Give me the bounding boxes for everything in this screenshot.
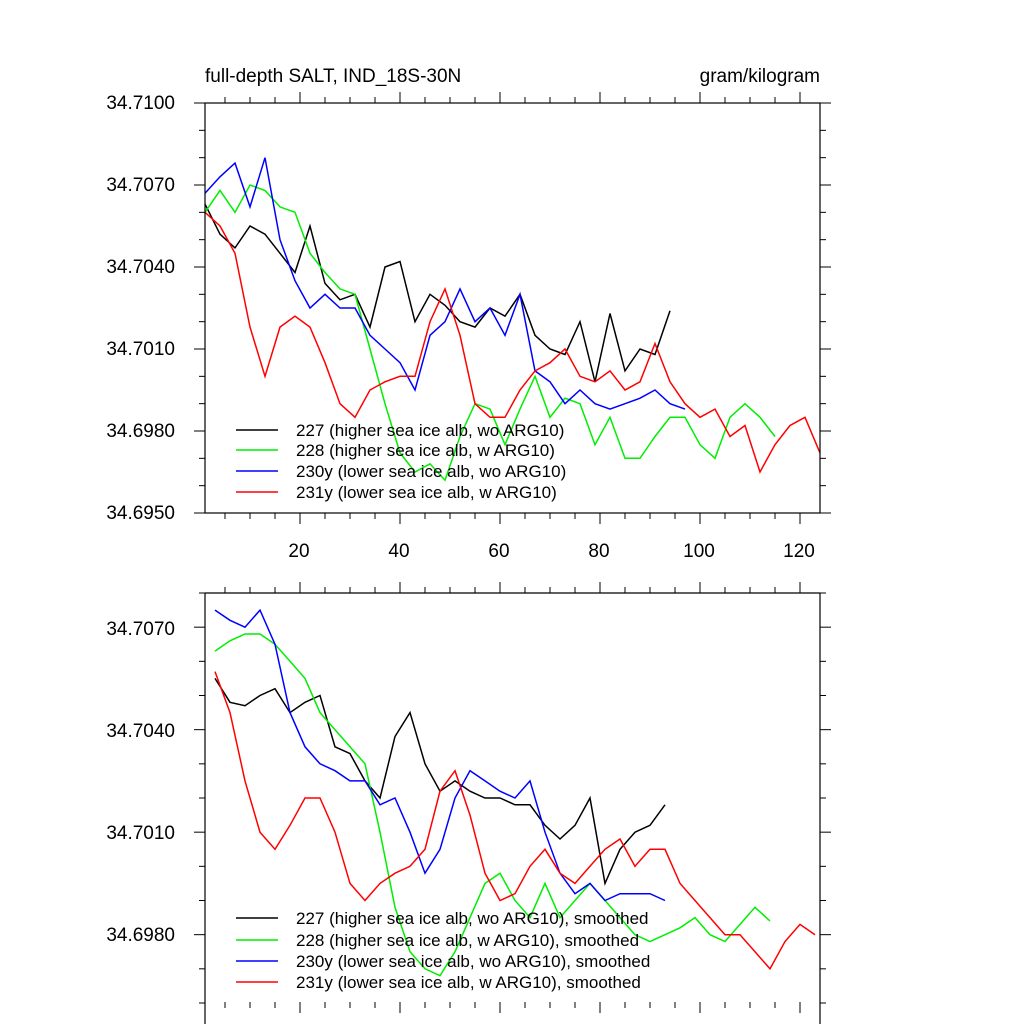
bottom-legend: 227 (higher sea ice alb, wo ARG10), smoo… bbox=[236, 909, 650, 992]
top-xtick-label: 40 bbox=[388, 541, 409, 562]
bottom-series-line-2 bbox=[214, 608, 666, 902]
top-minor-ticks bbox=[194, 92, 831, 524]
top-ytick-label: 34.6980 bbox=[106, 421, 175, 442]
bottom-ytick-label: 34.7040 bbox=[106, 721, 175, 742]
top-xtick-label: 100 bbox=[683, 541, 715, 562]
top-plot-frame bbox=[204, 102, 821, 514]
top-xtick-label: 120 bbox=[783, 541, 815, 562]
legend-label: 228 (higher sea ice alb, w ARG10) bbox=[296, 441, 555, 460]
legend-label: 227 (higher sea ice alb, wo ARG10), smoo… bbox=[296, 909, 648, 928]
legend-label: 227 (higher sea ice alb, wo ARG10) bbox=[296, 421, 564, 440]
top-series-line-2 bbox=[204, 157, 686, 410]
bottom-ytick-label: 34.7010 bbox=[106, 823, 175, 844]
top-xtick-label: 80 bbox=[588, 541, 609, 562]
top-ytick-label: 34.7010 bbox=[106, 339, 175, 360]
bottom-ytick-label: 34.6980 bbox=[106, 925, 175, 946]
top-ytick-label: 34.6950 bbox=[106, 503, 175, 524]
legend-label: 230y (lower sea ice alb, wo ARG10), smoo… bbox=[296, 952, 650, 971]
top-legend: 227 (higher sea ice alb, wo ARG10) 228 (… bbox=[236, 421, 566, 502]
top-series-lines bbox=[204, 157, 821, 482]
top-xtick-label: 20 bbox=[288, 541, 309, 562]
top-xtick-label: 60 bbox=[488, 541, 509, 562]
legend-label: 230y (lower sea ice alb, wo ARG10) bbox=[296, 462, 566, 481]
top-ytick-label: 34.7100 bbox=[106, 93, 175, 114]
top-series-line-3 bbox=[204, 211, 821, 474]
top-title-right: gram/kilogram bbox=[700, 66, 820, 87]
bottom-series-line-3 bbox=[214, 671, 816, 971]
top-title-left: full-depth SALT, IND_18S-30N bbox=[205, 66, 461, 87]
top-series-line-1 bbox=[204, 184, 776, 482]
bottom-panel: 34.6980 34.7010 34.7040 34.7070 227 (hig… bbox=[106, 582, 831, 1024]
legend-label: 231y (lower sea ice alb, w ARG10) bbox=[296, 483, 557, 502]
legend-label: 231y (lower sea ice alb, w ARG10), smoot… bbox=[296, 973, 641, 992]
bottom-series-line-0 bbox=[214, 678, 666, 886]
top-ytick-label: 34.7040 bbox=[106, 257, 175, 278]
bottom-minor-ticks bbox=[194, 582, 831, 1013]
bottom-series-lines bbox=[214, 608, 816, 977]
top-ytick-label: 34.7070 bbox=[106, 175, 175, 196]
bottom-ytick-label: 34.7070 bbox=[106, 619, 175, 640]
top-series-line-0 bbox=[204, 203, 671, 382]
bottom-series-line-1 bbox=[214, 633, 771, 977]
legend-label: 228 (higher sea ice alb, w ARG10), smoot… bbox=[296, 931, 639, 950]
top-panel: full-depth SALT, IND_18S-30N gram/kilogr… bbox=[106, 66, 831, 562]
